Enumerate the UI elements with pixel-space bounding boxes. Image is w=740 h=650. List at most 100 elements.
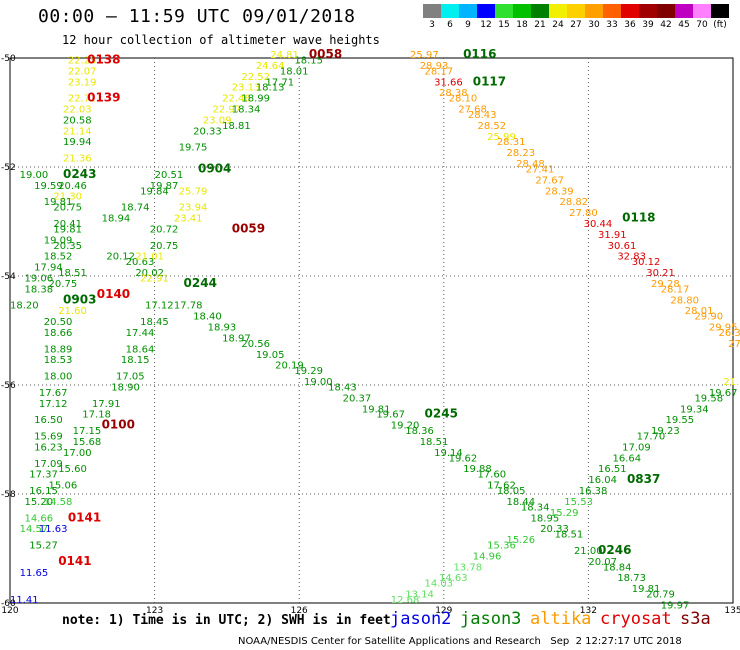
legend-s3a: s3a: [680, 609, 711, 629]
wave-height-label: 19.84: [140, 186, 169, 197]
wave-height-label: 19.97: [661, 600, 690, 611]
wave-height-label: 18.45: [140, 317, 169, 328]
wave-height-label: 16.64: [613, 453, 642, 464]
wave-height-label: 20.19: [275, 361, 304, 372]
wave-height-label: 18.36: [405, 426, 434, 437]
track-time-label: 0837: [627, 472, 660, 486]
wave-height-label: 20.37: [343, 393, 372, 404]
wave-height-label: 18.74: [121, 203, 150, 214]
track-time-label: 0058: [309, 47, 342, 61]
wave-height-label: 14.58: [44, 497, 73, 508]
wave-height-label: 20.75: [150, 241, 179, 252]
wave-height-label: 21.75: [723, 377, 740, 388]
color-scale-label: 21: [534, 20, 546, 30]
color-scale-label: (ft): [713, 20, 727, 30]
wave-height-label: 32.83: [617, 252, 646, 263]
legend-altika: altika: [530, 609, 592, 629]
wave-height-label: 16.50: [34, 415, 63, 426]
wave-height-label: 18.81: [222, 121, 251, 132]
wave-height-label: 17.00: [63, 448, 92, 459]
wave-height-label: 18.05: [497, 486, 526, 497]
track-time-label: 0141: [58, 554, 91, 568]
wave-height-label: 20.75: [53, 203, 82, 214]
wave-height-label: 17.67: [39, 388, 68, 399]
wave-height-label: 23.94: [179, 203, 208, 214]
footer-note: note: 1) Time is in UTC; 2) SWH is in fe…: [62, 613, 391, 628]
color-scale-label: 36: [624, 20, 636, 30]
wave-height-label: 22.91: [140, 273, 169, 284]
wave-height-label: 18.44: [506, 497, 535, 508]
wave-height-label: 18.66: [44, 328, 73, 339]
wave-height-label: 15.53: [564, 497, 593, 508]
track-time-label: 0118: [622, 211, 655, 225]
y-tick-label: -52: [1, 163, 16, 173]
wave-height-label: 28.93: [420, 61, 449, 72]
color-scale-swatch: [531, 4, 549, 18]
wave-height-label: 18.53: [44, 355, 73, 366]
wave-height-label: 25.99: [487, 132, 516, 143]
wave-height-label: 18.51: [555, 530, 584, 541]
wave-height-label: 15.68: [73, 437, 102, 448]
color-scale-swatch: [459, 4, 477, 18]
color-scale-swatch: [657, 4, 675, 18]
wave-height-label: 17.09: [34, 459, 63, 470]
track-time-label: 0246: [598, 543, 631, 557]
wave-height-label: 22.03: [63, 105, 92, 116]
wave-height-label: 20.07: [588, 557, 617, 568]
wave-height-label: 20.58: [63, 115, 92, 126]
wave-height-label: 19.67: [709, 388, 738, 399]
wave-height-label: 18.34: [521, 502, 550, 513]
wave-height-label: 17.94: [34, 263, 63, 274]
color-scale-swatch: [567, 4, 585, 18]
wave-height-label: 20.75: [49, 279, 78, 290]
color-scale-label: 39: [642, 20, 654, 30]
wave-height-label: 18.90: [111, 382, 140, 393]
wave-height-label: 15.29: [550, 508, 579, 519]
wave-height-label: 21.60: [58, 306, 87, 317]
wave-height-label: 16.04: [588, 475, 617, 486]
wave-height-label: 28.82: [559, 197, 588, 208]
wave-height-label: 20.12: [106, 252, 135, 263]
wave-height-label: 16.15: [29, 486, 58, 497]
wave-height-label: 20.56: [241, 339, 270, 350]
wave-height-label: 19.23: [651, 426, 680, 437]
wave-height-label: 18.89: [44, 344, 73, 355]
wave-height-label: 22.71: [68, 94, 97, 105]
color-scale-label: 18: [516, 20, 528, 30]
wave-height-label: 23.19: [68, 77, 97, 88]
wave-height-label: 28.01: [685, 306, 714, 317]
track-time-label: 0138: [87, 52, 120, 66]
color-scale-label: 27: [570, 20, 582, 30]
color-scale-label: 12: [480, 20, 492, 30]
wave-height-label: 15.36: [487, 541, 516, 552]
wave-height-label: 18.20: [10, 301, 39, 312]
wave-height-label: 18.84: [603, 562, 632, 573]
wave-height-label: 13.14: [405, 590, 434, 601]
wave-height-label: 22.52: [241, 72, 270, 83]
wave-height-label: 28.31: [497, 137, 526, 148]
wave-height-label: 21.14: [63, 126, 92, 137]
wave-height-label: 27.68: [458, 105, 487, 116]
wave-height-label: 18.43: [328, 382, 357, 393]
wave-height-label: 17.70: [637, 432, 666, 443]
color-scale-swatch: [441, 4, 459, 18]
wave-height-label: 24.81: [270, 50, 299, 61]
y-tick-label: -58: [1, 490, 16, 500]
wave-height-label: 19.59: [34, 181, 63, 192]
color-scale-swatch: [585, 4, 603, 18]
wave-height-label: 17.18: [82, 410, 111, 421]
x-tick-label: 135: [724, 606, 740, 616]
wave-height-label: 17.60: [478, 470, 507, 481]
wave-height-label: 19.87: [150, 181, 179, 192]
wave-height-label: 12.68: [391, 595, 420, 606]
legend-jason2: jason2: [390, 609, 452, 629]
wave-height-label: 18.94: [102, 214, 131, 225]
wave-height-label: 30.44: [584, 219, 613, 230]
color-scale-label: 33: [606, 20, 618, 30]
wave-height-label: 11.41: [10, 595, 39, 606]
color-scale-label: 24: [552, 20, 564, 30]
track-time-label: 0141: [68, 510, 101, 524]
wave-height-label: 18.40: [193, 312, 222, 323]
color-scale-label: 30: [588, 20, 600, 30]
